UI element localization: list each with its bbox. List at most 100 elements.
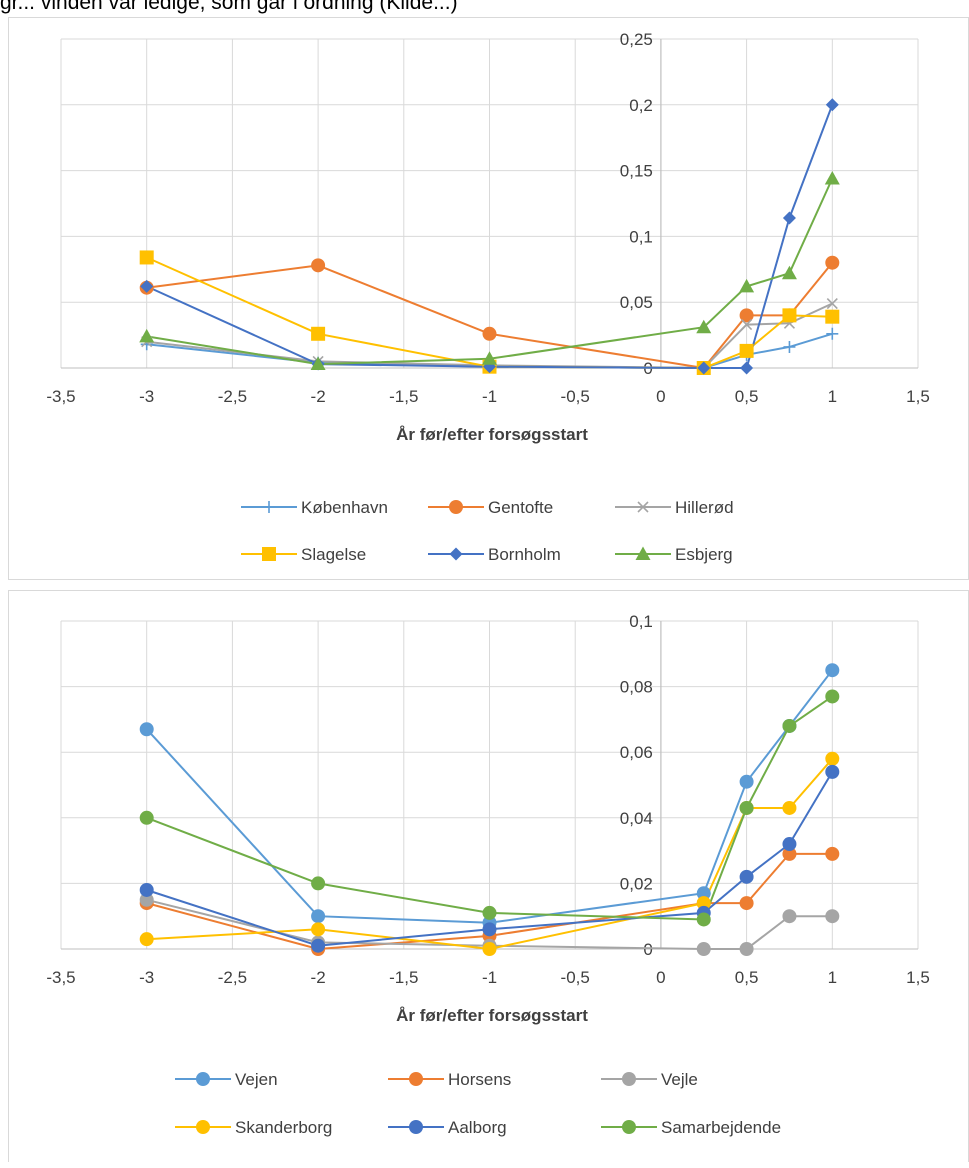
page-header-text: gr... vinden var ledige, som går i ordni…: [0, 0, 458, 14]
x-tick-label: -1,5: [389, 387, 418, 406]
x-axis-title: År før/efter forsøgsstart: [396, 425, 588, 444]
data-point-2-4: [739, 942, 754, 956]
data-point-3-0: [139, 250, 154, 265]
y-tick-label: 0,1: [629, 612, 653, 631]
y-tick-label: 0,06: [620, 743, 653, 762]
x-tick-label: 0,5: [735, 387, 759, 406]
y-tick-label: 0,2: [629, 96, 653, 115]
legend-label: Samarbejdende: [661, 1118, 781, 1137]
x-tick-label: -3,5: [46, 968, 75, 987]
data-point-5-4: [739, 278, 755, 293]
data-point-5-0: [139, 810, 154, 825]
data-point-0-4: [739, 774, 754, 789]
legend-marker: [409, 1072, 423, 1086]
x-tick-label: -0,5: [561, 387, 590, 406]
x-tick-label: -1: [482, 387, 497, 406]
legend-marker: [263, 501, 275, 513]
data-point-1-6: [825, 255, 840, 270]
data-point-1-4: [739, 308, 754, 323]
y-tick-label: 0,04: [620, 809, 653, 828]
data-point-4-5: [782, 211, 796, 225]
y-tick-label: 0,02: [620, 874, 653, 893]
data-point-4-2: [482, 922, 497, 937]
y-tick-label: 0,25: [620, 30, 653, 49]
legend-marker: [196, 1120, 210, 1134]
data-point-1-6: [825, 846, 840, 861]
data-point-5-1: [311, 876, 326, 891]
data-point-1-1: [311, 258, 326, 273]
data-point-5-6: [825, 689, 840, 704]
legend-marker: [196, 1072, 210, 1086]
y-tick-label: 0,05: [620, 293, 653, 312]
data-point-5-4: [739, 800, 754, 815]
data-point-5-5: [781, 265, 797, 280]
data-point-2-6: [825, 909, 840, 924]
data-point-4-6: [825, 764, 840, 779]
legend-label: Aalborg: [448, 1118, 507, 1137]
data-point-2-4: [741, 319, 753, 331]
chart-1: 0 0,05 0,1 0,15 0,2 0,25 -3,5 -3 -2,5 -2 -1,5 -1 -0,…: [46, 30, 930, 564]
data-point-5-0: [139, 328, 155, 343]
data-point-4-0: [140, 279, 154, 293]
data-point-4-1: [311, 938, 326, 953]
x-tick-label: 0: [656, 968, 665, 987]
data-point-5-5: [782, 718, 797, 733]
data-point-4-3: [697, 361, 711, 375]
data-point-3-5: [782, 800, 797, 815]
legend-marker: [409, 1120, 423, 1134]
x-tick-label: 1,5: [906, 968, 930, 987]
legend-label: Bornholm: [488, 545, 561, 564]
data-point-5-3: [696, 319, 712, 334]
legend-label: Hillerød: [675, 498, 734, 517]
data-point-3-4: [739, 343, 754, 358]
x-tick-label: -3: [139, 968, 154, 987]
x-axis-title: År før/efter forsøgsstart: [396, 1006, 588, 1025]
x-tick-label: -1: [482, 968, 497, 987]
data-point-2-0: [139, 892, 154, 907]
legend-label: Slagelse: [301, 545, 366, 564]
x-tick-label: 1: [828, 387, 837, 406]
legend-marker: [449, 547, 463, 561]
y-tick-label: 0: [643, 940, 652, 959]
chart-2-frame: 0 0,02 0,04 0,06 0,08 0,1 -3,5 -3 -2,5 -2 -1,5 -1 -0…: [8, 590, 969, 1162]
data-point-4-4: [740, 361, 754, 375]
x-tick-label: -0,5: [561, 968, 590, 987]
y-tick-label: 0,08: [620, 678, 653, 697]
data-point-0-0: [139, 722, 154, 737]
legend-marker: [449, 500, 463, 514]
data-point-5-1: [310, 356, 326, 371]
data-point-3-3: [696, 896, 711, 911]
x-tick-label: -3: [139, 387, 154, 406]
data-point-3-5: [782, 308, 797, 323]
data-point-5-2: [482, 351, 497, 365]
x-tick-label: 1: [828, 968, 837, 987]
chart-1-frame: 0 0,05 0,1 0,15 0,2 0,25 -3,5 -3 -2,5 -2 -1,5 -1 -0,…: [8, 17, 969, 580]
data-point-3-6: [825, 309, 840, 324]
data-point-3-2: [482, 942, 497, 956]
x-tick-label: 0,5: [735, 968, 759, 987]
data-point-5-2: [482, 905, 497, 920]
data-point-3-6: [825, 751, 840, 766]
data-point-0-3: [696, 886, 711, 901]
legend-marker: [637, 501, 649, 513]
legend-label: Vejen: [235, 1070, 278, 1089]
data-point-3-1: [311, 922, 326, 937]
legend-label: Vejle: [661, 1070, 698, 1089]
x-tick-label: -1,5: [389, 968, 418, 987]
legend-marker: [635, 546, 651, 560]
legend-marker: [262, 547, 276, 561]
data-point-0-6: [826, 327, 839, 340]
data-point-0-1: [311, 909, 326, 924]
legend-label: Esbjerg: [675, 545, 733, 564]
legend-label: Gentofte: [488, 498, 553, 517]
data-point-2-6: [826, 297, 838, 310]
x-tick-label: -2,5: [218, 387, 247, 406]
data-point-4-5: [782, 837, 797, 852]
x-tick-label: 1,5: [906, 387, 930, 406]
legend-label: Horsens: [448, 1070, 511, 1089]
x-tick-label: -2,5: [218, 968, 247, 987]
x-tick-label: -2: [311, 387, 326, 406]
x-tick-label: -2: [311, 968, 326, 987]
legend-label: København: [301, 498, 388, 517]
legend-marker: [622, 1120, 636, 1134]
